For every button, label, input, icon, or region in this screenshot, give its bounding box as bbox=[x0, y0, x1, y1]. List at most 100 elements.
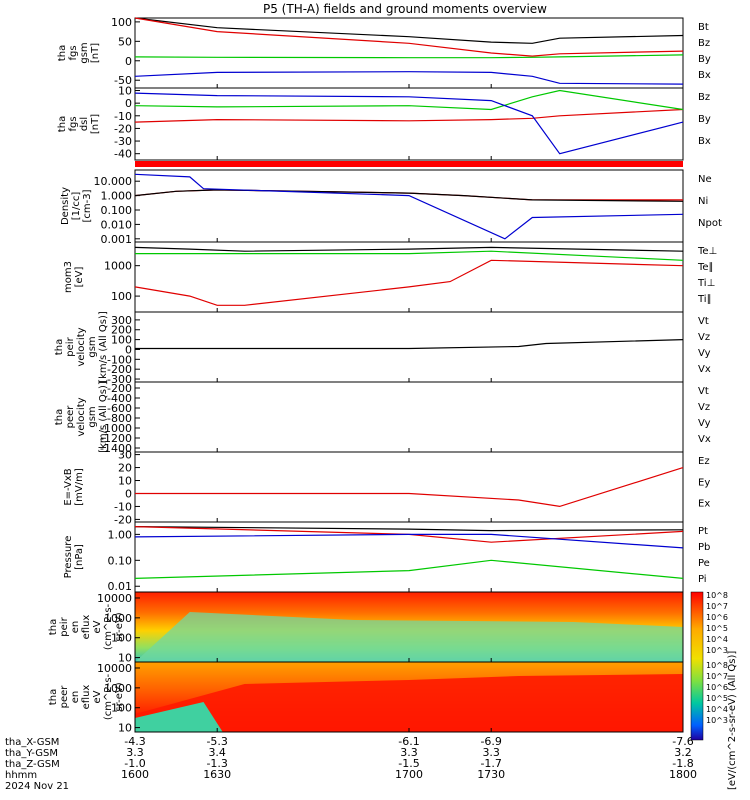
pressure-frame bbox=[134, 521, 684, 593]
y-axis-label: peer bbox=[65, 405, 76, 429]
flag-band bbox=[135, 161, 683, 167]
series-fgs_dsl-bz bbox=[134, 108, 684, 123]
y-axis-label: (cm^2-s- bbox=[103, 673, 114, 720]
y-axis-label: eV bbox=[92, 690, 103, 703]
y-axis-label: fgs bbox=[68, 45, 79, 60]
y-tick-label: 0.100 bbox=[101, 204, 133, 217]
legend-pt: Pt bbox=[698, 526, 708, 537]
y-axis-label: E=-VxB bbox=[63, 468, 74, 505]
panel-density: 10.000 1.0000.1000.010 0.001 Density [1/cc][… bbox=[60, 169, 722, 246]
y-axis-label: Pressure bbox=[63, 536, 74, 579]
y-tick-label: -20 bbox=[114, 122, 132, 135]
panel-pressure: 1.00 0.10 0.01 Pressure [nPa] Pt Pb Pe Pi bbox=[63, 521, 710, 593]
series-fgs_gsm-bz bbox=[134, 17, 684, 57]
y-axis-label: eflux bbox=[81, 615, 92, 640]
y-tick-label: -200 bbox=[107, 363, 132, 376]
y-tick-label: 10 bbox=[118, 722, 132, 735]
temp-frame bbox=[134, 241, 684, 313]
y-tick-label: -1200 bbox=[100, 432, 132, 445]
series-temp-te bbox=[134, 246, 684, 252]
orbit-value: 1800 bbox=[669, 768, 697, 781]
y-axis-label: eV bbox=[92, 620, 103, 633]
y-tick-label: -1400 bbox=[100, 442, 132, 455]
y-tick-label: 100 bbox=[111, 632, 132, 645]
y-axis-label: gsm bbox=[79, 42, 90, 63]
y-tick-label: -10 bbox=[114, 110, 132, 123]
series-pressure-pb bbox=[134, 526, 684, 543]
legend-ti: Ti⊥ bbox=[697, 278, 715, 289]
orbit-value: 3.4 bbox=[208, 746, 226, 759]
y-axis-label: gsm bbox=[87, 336, 98, 357]
series-fgs_dsl-by bbox=[134, 89, 684, 111]
y-tick-label: 0 bbox=[125, 343, 132, 356]
panel-fgs_dsl: 100-10-20-30-40 tha fgs dsl [nT] Bz By Bx bbox=[57, 85, 711, 161]
colorbar bbox=[690, 591, 704, 741]
colorbar-tick: 10^5 bbox=[706, 624, 728, 633]
y-tick-label: -1000 bbox=[100, 422, 132, 435]
orbit-value: -1.7 bbox=[480, 757, 501, 770]
y-tick-label: -30 bbox=[114, 135, 132, 148]
colorbar-tick: 10^8 bbox=[706, 591, 728, 600]
y-axis-label: [nT] bbox=[90, 114, 101, 134]
date-label: 2024 Nov 21 bbox=[5, 781, 69, 792]
y-tick-label: 1000 bbox=[104, 260, 132, 273]
orbit-row-label: tha_Z-GSM bbox=[5, 759, 60, 770]
panel-peir_eflux: 10000 1000 100 10 tha peir en eflux eV (cm^2-s-sr… bbox=[48, 591, 684, 665]
y-axis-label: [1/cc] bbox=[71, 192, 82, 221]
colorbar-tick: 10^7 bbox=[706, 672, 728, 681]
series-density-ni bbox=[134, 189, 684, 202]
y-axis-label: (cm^2-s- bbox=[103, 603, 114, 650]
peir_vel-frame bbox=[134, 311, 684, 383]
orbit-value: 1700 bbox=[395, 768, 423, 781]
legend-by: By bbox=[698, 114, 711, 125]
orbit-row-label: hhmm bbox=[5, 770, 37, 781]
y-axis-label: dsl bbox=[79, 117, 90, 131]
y-axis-label: tha bbox=[54, 409, 65, 425]
series-pressure-pi bbox=[134, 533, 684, 549]
legend-pb: Pb bbox=[698, 542, 710, 553]
y-axis-label: Density bbox=[60, 187, 71, 225]
y-tick-label: 50 bbox=[118, 35, 132, 48]
y-tick-label: 0 bbox=[125, 55, 132, 68]
orbit-value: -1.5 bbox=[398, 757, 419, 770]
y-axis-label: gsm bbox=[87, 406, 98, 427]
legend-vz: Vz bbox=[698, 332, 710, 343]
series-fgs_gsm-bx bbox=[134, 71, 684, 85]
legend-bx: Bx bbox=[698, 70, 711, 81]
y-axis-label: tha bbox=[57, 45, 68, 61]
y-tick-label: -10 bbox=[114, 500, 132, 513]
series-efield-ez bbox=[135, 467, 684, 508]
y-axis-label: sr-eV) bbox=[114, 612, 125, 641]
eflux-low-region bbox=[135, 702, 223, 732]
y-tick-label: 100 bbox=[111, 290, 132, 303]
orbit-value: -1.3 bbox=[206, 757, 227, 770]
y-tick-label: -600 bbox=[107, 402, 132, 415]
y-axis-label: mom3 bbox=[63, 261, 74, 293]
orbit-value: -1.0 bbox=[124, 757, 145, 770]
y-tick-label: 10 bbox=[118, 475, 132, 488]
panel-temp: 1000 100 mom3 [eV] Te⊥ Te∥ Ti⊥ Ti∥ bbox=[63, 241, 717, 313]
legend-vy: Vy bbox=[698, 348, 711, 359]
orbit-row-label: tha_X-GSM bbox=[5, 737, 59, 748]
y-axis-label: [eV] bbox=[74, 267, 85, 288]
orbit-value: 1630 bbox=[203, 768, 231, 781]
orbit-value: 3.3 bbox=[400, 746, 418, 759]
y-tick-label: 0.10 bbox=[108, 554, 133, 567]
legend-vz: Vz bbox=[698, 402, 710, 413]
y-tick-label: -200 bbox=[107, 382, 132, 395]
y-tick-label: -40 bbox=[114, 148, 132, 161]
colorbar-tick: 10^3 bbox=[706, 646, 728, 655]
legend-bz: Bz bbox=[698, 38, 710, 49]
colorbar-tick: 10^8 bbox=[706, 661, 728, 670]
plot-title: P5 (TH-A) fields and ground moments over… bbox=[263, 2, 547, 16]
legend-ne: Ne bbox=[698, 174, 712, 185]
orbit-value: -7.6 bbox=[672, 735, 693, 748]
legend-vy: Vy bbox=[698, 418, 711, 429]
series-density-npot bbox=[134, 173, 684, 240]
y-axis-label: velocity bbox=[76, 397, 87, 436]
legend-bt: Bt bbox=[698, 22, 709, 33]
y-tick-label: -100 bbox=[107, 353, 132, 366]
orbit-value: 1600 bbox=[121, 768, 149, 781]
efield-frame bbox=[134, 451, 684, 523]
